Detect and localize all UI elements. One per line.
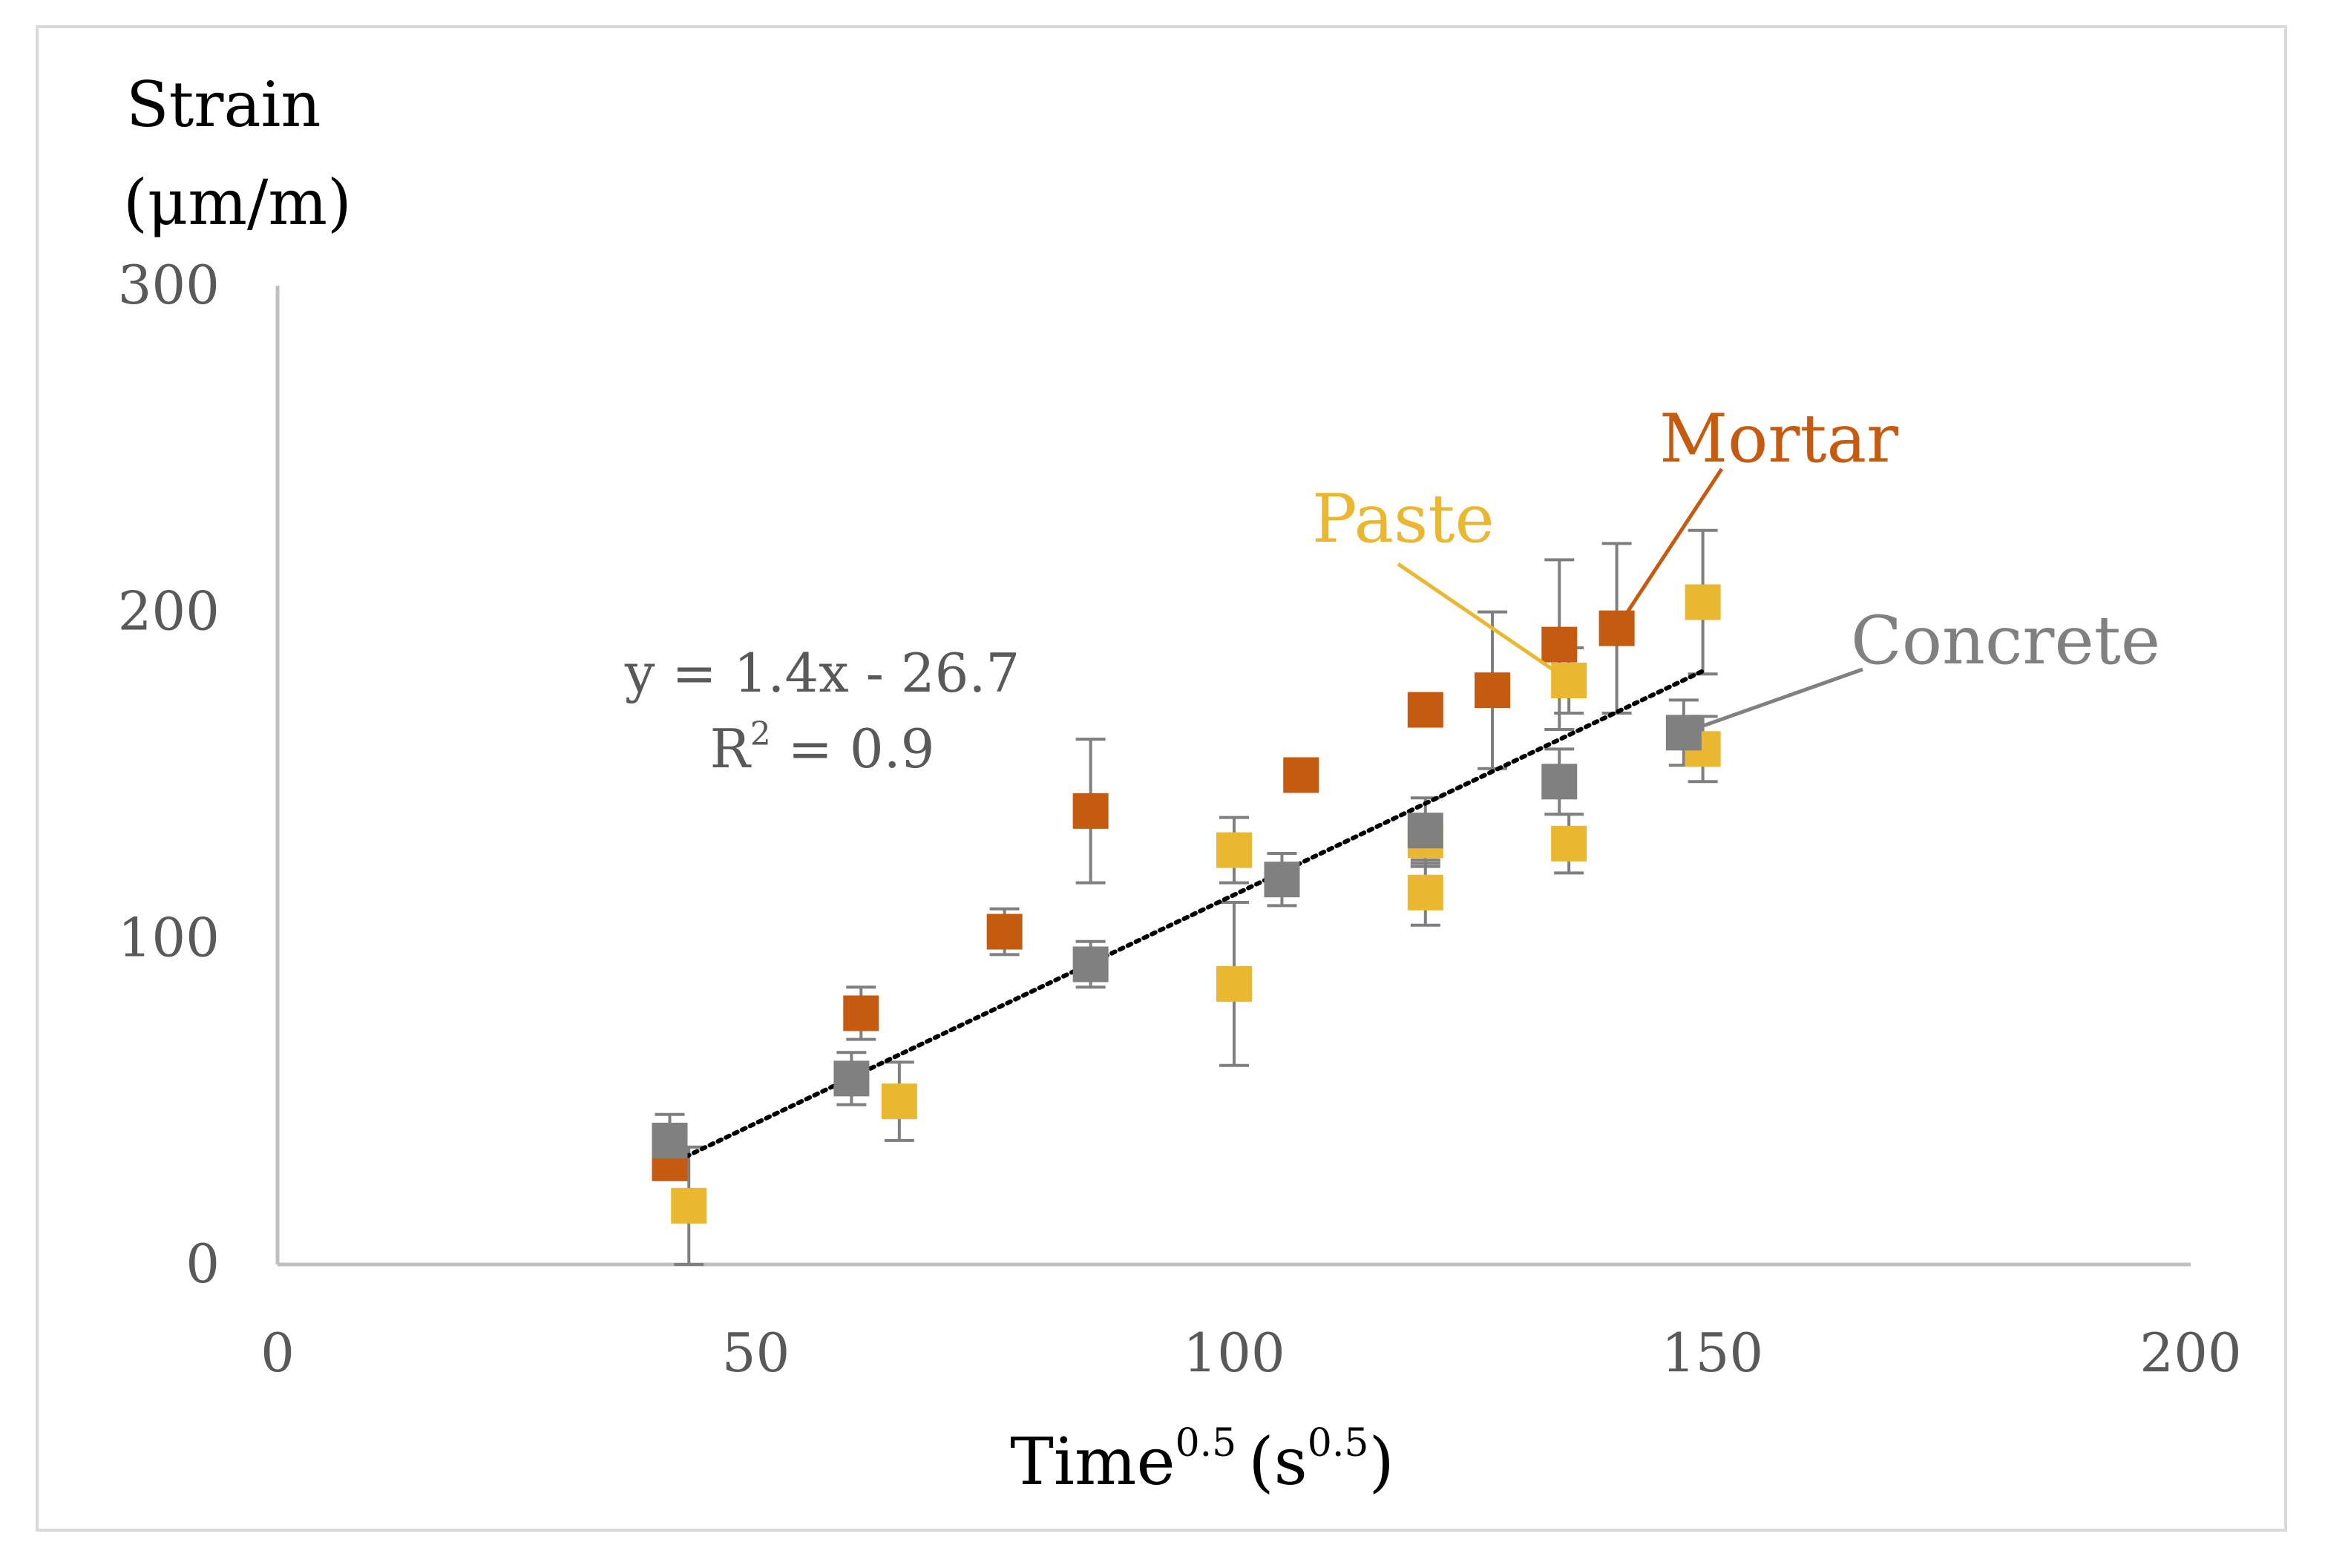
- concrete-marker: [833, 1060, 870, 1097]
- concrete-marker: [1407, 813, 1443, 849]
- y-tick-label: 0: [186, 1233, 220, 1295]
- x-axis-label-paren-open: (s: [1248, 1423, 1308, 1500]
- series-annotations: Mortar Paste Concrete: [1312, 400, 2160, 735]
- paste-annotation-label: Paste: [1312, 480, 1495, 558]
- paste-marker: [1551, 825, 1587, 862]
- concrete-leader-line: [1682, 667, 1863, 735]
- mortar-annotation-label: Mortar: [1659, 400, 1899, 478]
- mortar-marker: [843, 995, 879, 1031]
- x-axis-label-paren-close: ): [1368, 1423, 1394, 1500]
- mortar-marker: [1283, 757, 1319, 793]
- mortar-marker: [986, 913, 1023, 950]
- concrete-marker: [1264, 862, 1300, 898]
- data-markers: [652, 584, 1721, 1224]
- paste-marker: [1407, 874, 1443, 911]
- x-tick-label: 200: [2139, 1322, 2241, 1384]
- mortar-marker: [1407, 692, 1443, 728]
- x-tick-label: 0: [260, 1322, 295, 1384]
- tick-labels: 0 50 100 150 200 0 100 200 300: [118, 254, 2242, 1384]
- concrete-annotation-label: Concrete: [1851, 602, 2160, 680]
- paste-marker: [1216, 832, 1252, 868]
- paste-marker: [1685, 584, 1721, 620]
- paste-leader-line: [1397, 562, 1570, 683]
- y-tick-label: 100: [118, 906, 220, 968]
- x-tick-label: 50: [722, 1322, 790, 1384]
- y-axis-label-line2: (μm/m): [123, 166, 352, 239]
- trendline-equation: y = 1.4x - 26.7: [624, 642, 1020, 704]
- r2-suffix: = 0.9: [771, 718, 935, 780]
- chart-frame: [36, 25, 2287, 1532]
- mortar-marker: [1475, 672, 1511, 709]
- concrete-marker: [652, 1122, 688, 1158]
- x-tick-label: 150: [1662, 1322, 1763, 1384]
- x-tick-label: 100: [1183, 1322, 1285, 1384]
- x-axis-label-paren-exp: 0.5: [1308, 1421, 1369, 1466]
- paste-marker: [671, 1187, 707, 1224]
- mortar-leader-line: [1615, 468, 1724, 630]
- y-tick-label: 300: [118, 254, 220, 316]
- x-axis-label: Time0.5 (s0.5): [1010, 1421, 1394, 1500]
- concrete-marker: [1541, 764, 1578, 800]
- mortar-marker: [1072, 793, 1109, 829]
- concrete-marker: [1072, 946, 1109, 983]
- y-tick-label: 200: [118, 580, 220, 643]
- r2-exponent: 2: [750, 715, 771, 753]
- trendline-r2: R2 = 0.9: [710, 715, 935, 780]
- mortar-marker: [1541, 626, 1578, 663]
- x-axis-label-main: Time: [1010, 1423, 1175, 1500]
- paste-marker: [881, 1083, 917, 1120]
- r2-prefix: R: [710, 718, 752, 780]
- x-axis-label-exp: 0.5: [1175, 1421, 1237, 1466]
- y-axis-label-line1: Strain: [126, 68, 321, 141]
- paste-marker: [1216, 965, 1252, 1002]
